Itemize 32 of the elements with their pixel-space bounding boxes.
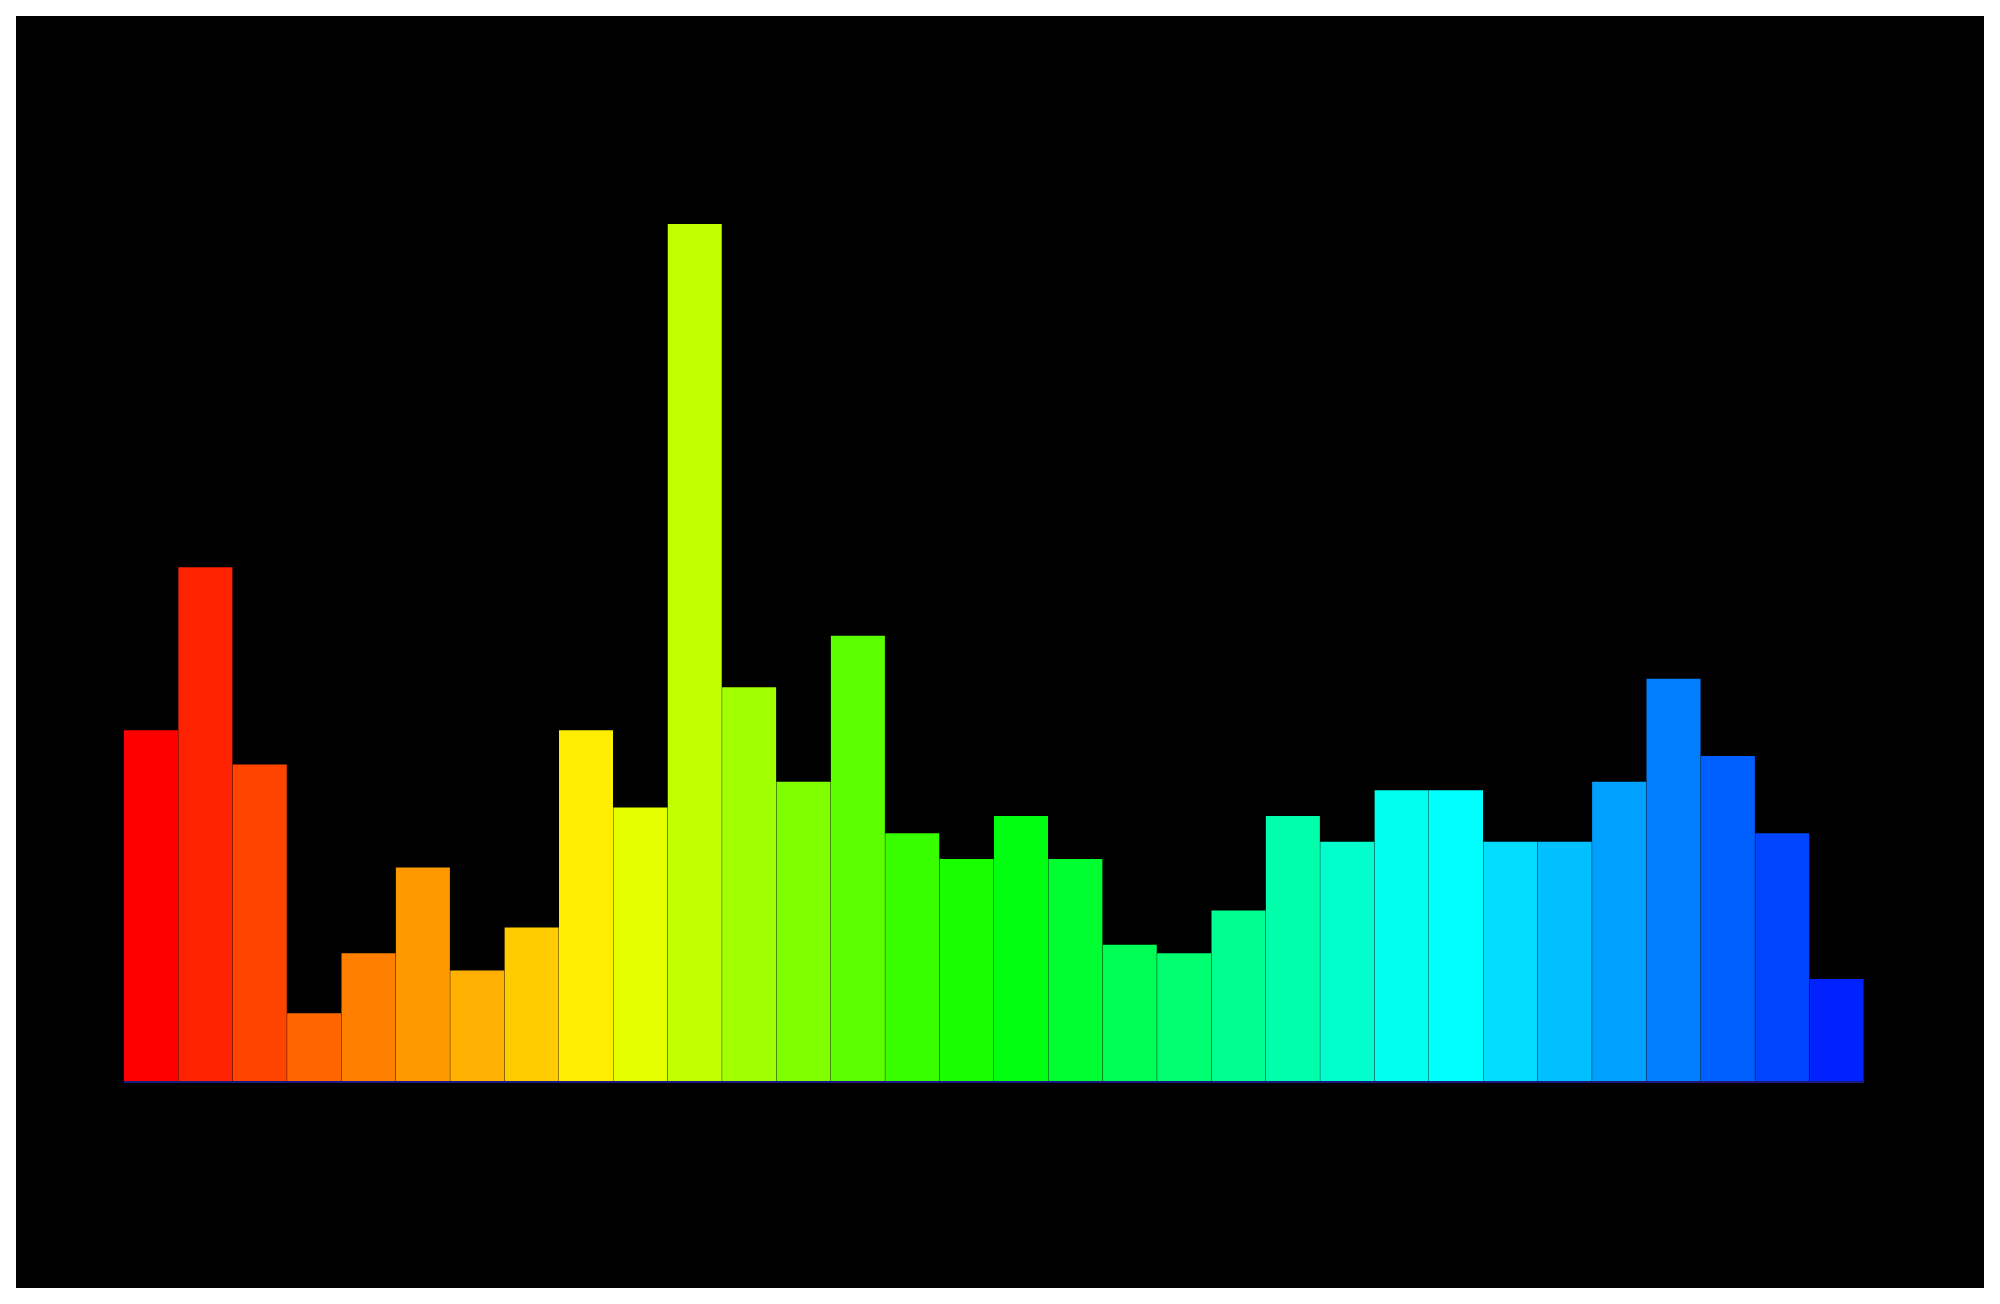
bar (1700, 755, 1755, 1082)
bar (885, 833, 940, 1082)
bar (450, 970, 505, 1082)
bar (776, 781, 831, 1082)
bar (1537, 841, 1592, 1082)
bar (939, 858, 994, 1082)
bar (1048, 858, 1103, 1082)
bar (1755, 833, 1810, 1082)
bar (287, 1013, 342, 1082)
bar (830, 635, 885, 1082)
bar (1646, 678, 1701, 1082)
bar (613, 807, 668, 1082)
bar (1265, 816, 1320, 1082)
bar (1157, 953, 1212, 1082)
bar (1102, 944, 1157, 1082)
bar (1374, 790, 1429, 1082)
bar (232, 764, 287, 1082)
bar (1211, 910, 1266, 1082)
bar (504, 927, 559, 1082)
bar (124, 730, 178, 1082)
bar (559, 730, 613, 1082)
bar (1483, 841, 1538, 1082)
bar (178, 567, 233, 1082)
bar (667, 224, 722, 1082)
bar (1429, 790, 1483, 1082)
bar (1809, 979, 1864, 1082)
bar (1320, 841, 1375, 1082)
bar (341, 953, 396, 1082)
bar (395, 867, 450, 1082)
bar (994, 816, 1048, 1082)
bar (722, 687, 777, 1082)
bar (1592, 781, 1647, 1082)
